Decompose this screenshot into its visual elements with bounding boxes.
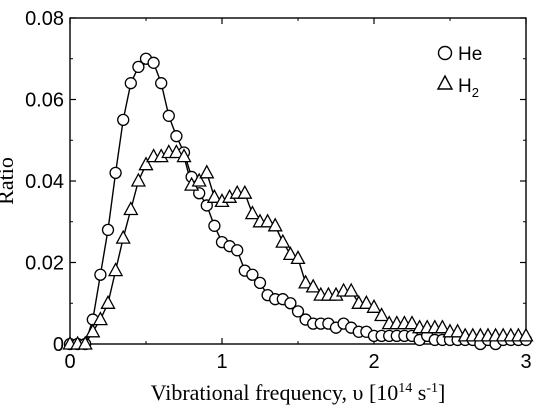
data-point-he	[170, 130, 183, 143]
y-tick-label: 0.06	[25, 90, 64, 112]
data-point-h2	[100, 294, 116, 309]
x-tick-label: 3	[520, 351, 531, 373]
data-point-he	[253, 276, 267, 290]
data-point-h2	[450, 323, 466, 338]
data-point-h2	[343, 282, 359, 297]
data-point-h2	[77, 335, 93, 350]
data-point-he	[284, 297, 297, 310]
legend-he-marker	[437, 45, 453, 61]
data-point-h2	[138, 156, 154, 171]
data-point-h2	[191, 172, 207, 187]
y-tick-label: 0.02	[25, 253, 64, 275]
data-point-h2	[168, 144, 184, 159]
x-tick-label: 0	[64, 351, 75, 373]
data-point-he	[155, 77, 168, 90]
series-line-he	[70, 57, 526, 345]
data-point-h2	[92, 311, 108, 326]
x-axis-label: Vibrational frequency, υ [1014 s-1]	[151, 380, 446, 405]
data-point-h2	[434, 319, 450, 334]
data-point-h2	[518, 327, 534, 342]
y-axis-label: Ratio	[0, 157, 18, 205]
data-point-he	[208, 219, 221, 232]
data-point-h2	[108, 262, 124, 277]
data-point-h2	[85, 323, 101, 338]
data-point-h2	[206, 188, 222, 203]
data-point-h2	[130, 172, 146, 187]
data-point-h2	[305, 278, 321, 293]
data-point-h2	[176, 148, 192, 163]
data-point-he	[291, 305, 305, 318]
data-point-he	[117, 113, 130, 127]
data-point-h2	[199, 164, 215, 179]
y-tick-label: 0.08	[25, 8, 64, 30]
legend-he-label: He	[458, 44, 482, 65]
data-point-he	[162, 109, 175, 122]
data-point-h2	[282, 246, 298, 261]
series-lines	[70, 57, 526, 345]
data-point-h2	[275, 233, 291, 248]
data-point-h2	[358, 294, 374, 309]
data-point-h2	[123, 201, 139, 216]
legend-h2-marker	[436, 74, 454, 90]
data-point-he	[109, 166, 122, 180]
y-tick-label: 0	[53, 334, 64, 356]
data-point-h2	[374, 307, 390, 322]
data-point-he	[246, 268, 259, 281]
data-point-h2	[298, 274, 314, 289]
y-tick-label: 0.04	[25, 171, 64, 193]
series-markers	[62, 52, 534, 351]
data-point-h2	[404, 315, 420, 330]
data-point-he	[231, 244, 244, 257]
data-point-h2	[244, 205, 260, 220]
data-point-h2	[260, 213, 276, 228]
data-point-he	[124, 77, 137, 90]
data-point-he	[132, 60, 145, 74]
x-tick-label: 1	[216, 351, 227, 373]
data-point-h2	[267, 217, 283, 232]
data-point-h2	[237, 184, 253, 199]
axis-tick-labels: 0 1 2 3 0 0.02 0.04 0.06 0.08	[25, 8, 532, 373]
data-point-he	[94, 268, 107, 281]
data-point-h2	[290, 250, 306, 265]
x-tick-label: 2	[368, 351, 379, 373]
legend-h2-label: H2	[458, 76, 479, 100]
data-point-h2	[115, 229, 131, 244]
legend: He H2	[436, 44, 482, 100]
data-point-he	[101, 223, 115, 237]
data-point-he	[147, 56, 160, 69]
data-point-h2	[366, 298, 382, 313]
